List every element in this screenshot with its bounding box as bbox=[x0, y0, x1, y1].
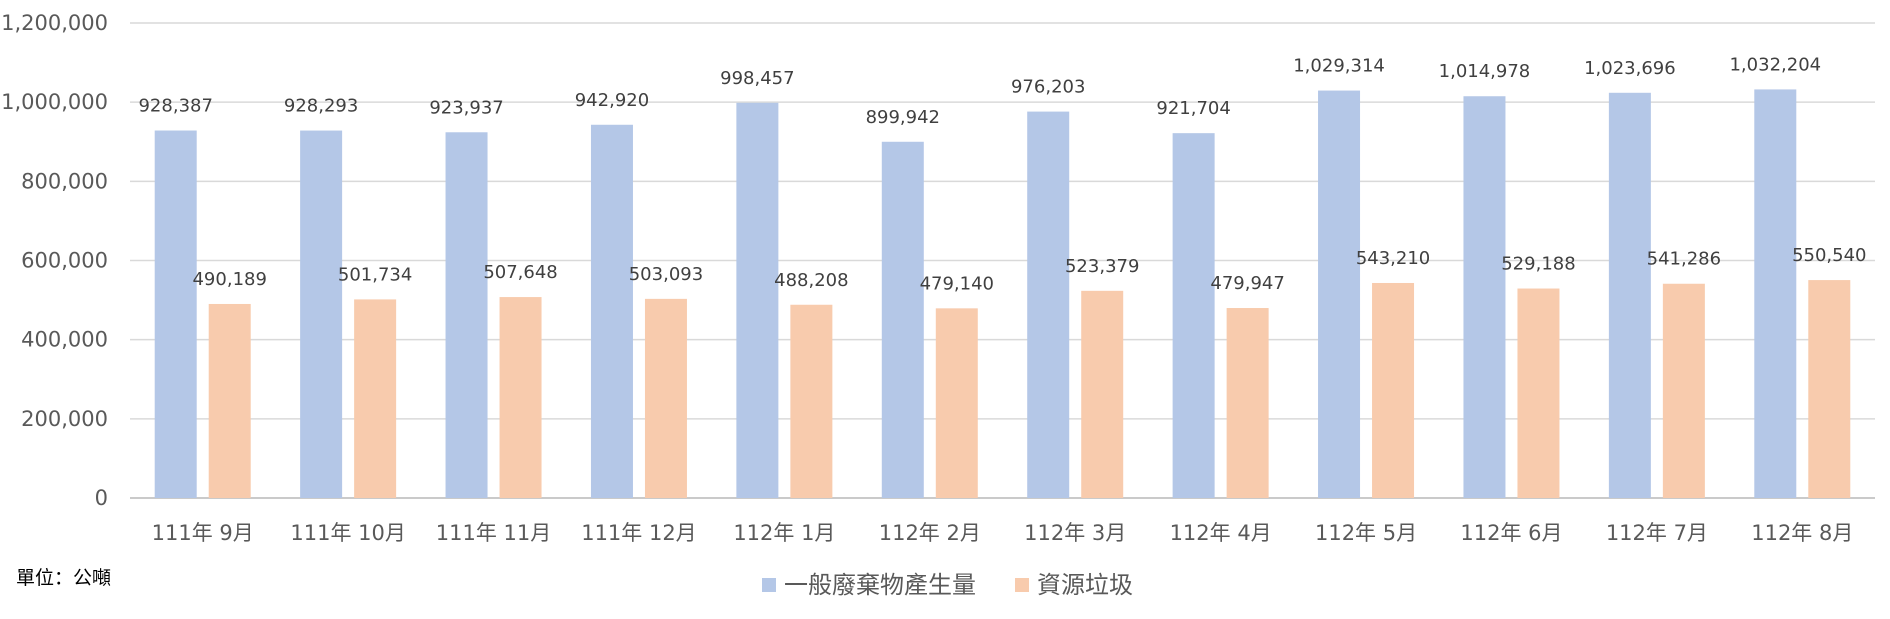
bar-recyclables bbox=[1372, 282, 1415, 498]
bar-waste-generated bbox=[1172, 133, 1215, 499]
bar-recyclables bbox=[1081, 290, 1124, 498]
bar-recyclables bbox=[1517, 288, 1560, 498]
data-label: 1,029,314 bbox=[1293, 56, 1385, 77]
data-label: 921,704 bbox=[1156, 98, 1230, 119]
data-label: 928,293 bbox=[284, 96, 358, 117]
x-tick-label: 111年 11月 bbox=[436, 521, 551, 545]
y-tick-label: 1,000,000 bbox=[1, 90, 108, 114]
x-tick-label: 112年 7月 bbox=[1606, 521, 1708, 545]
legend-item: 資源垃圾 bbox=[1015, 571, 1133, 599]
bar-recyclables bbox=[208, 303, 251, 498]
x-tick-label: 111年 10月 bbox=[290, 521, 405, 545]
data-label: 503,093 bbox=[629, 264, 703, 285]
data-label: 1,014,978 bbox=[1439, 61, 1531, 82]
x-tick-label: 112年 3月 bbox=[1024, 521, 1126, 545]
data-label: 543,210 bbox=[1356, 248, 1430, 269]
x-tick-label: 112年 5月 bbox=[1315, 521, 1417, 545]
x-tick-label: 111年 9月 bbox=[152, 521, 254, 545]
legend-swatch bbox=[1015, 578, 1029, 592]
bar-recyclables bbox=[354, 299, 397, 498]
data-label: 523,379 bbox=[1065, 256, 1139, 277]
bar-recyclables bbox=[790, 304, 833, 498]
legend-item: 一般廢棄物產生量 bbox=[762, 571, 976, 599]
bar-waste-generated bbox=[1608, 92, 1651, 499]
unit-note: 單位：公噸 bbox=[16, 567, 111, 589]
data-label: 550,540 bbox=[1792, 245, 1866, 266]
y-axis-ticks: 0 200,000 400,000 600,000 800,000 1,000,000 1,… bbox=[1, 11, 108, 510]
bar-recyclables bbox=[1808, 280, 1851, 498]
bar-waste-generated bbox=[590, 124, 633, 498]
data-label: 998,457 bbox=[720, 68, 794, 89]
x-tick-label: 111年 12月 bbox=[581, 521, 696, 545]
y-tick-label: 200,000 bbox=[21, 407, 108, 431]
bar-recyclables bbox=[1662, 283, 1705, 498]
bars bbox=[154, 89, 1851, 499]
bar-recyclables bbox=[499, 297, 542, 498]
data-label: 488,208 bbox=[774, 270, 848, 291]
bar-waste-generated bbox=[1754, 89, 1797, 498]
x-tick-label: 112年 8月 bbox=[1751, 521, 1853, 545]
x-axis-categories: 111年 9月 111年 10月 111年 11月 111年 12月 112年 1月 11… bbox=[152, 521, 1854, 545]
y-tick-label: 800,000 bbox=[21, 169, 108, 193]
data-label: 479,947 bbox=[1210, 273, 1284, 294]
bar-waste-generated bbox=[154, 130, 197, 498]
legend-label: 資源垃圾 bbox=[1037, 571, 1133, 599]
data-label: 928,387 bbox=[138, 96, 212, 117]
bar-waste-generated bbox=[445, 132, 488, 498]
data-label: 1,032,204 bbox=[1729, 54, 1821, 75]
bar-recyclables bbox=[1226, 308, 1269, 498]
y-tick-label: 1,200,000 bbox=[1, 11, 108, 35]
legend-label: 一般廢棄物產生量 bbox=[784, 571, 976, 599]
bar-waste-generated bbox=[1463, 96, 1506, 498]
data-label: 490,189 bbox=[192, 269, 266, 290]
bar-waste-generated bbox=[1318, 90, 1361, 499]
y-tick-label: 400,000 bbox=[21, 328, 108, 352]
bar-waste-generated bbox=[1027, 111, 1070, 499]
x-tick-label: 112年 2月 bbox=[879, 521, 981, 545]
x-tick-label: 112年 1月 bbox=[733, 521, 835, 545]
bar-waste-generated bbox=[300, 130, 343, 498]
x-tick-label: 112年 4月 bbox=[1170, 521, 1272, 545]
gridlines bbox=[130, 22, 1875, 499]
bar-recyclables bbox=[935, 308, 978, 498]
data-label: 529,188 bbox=[1501, 254, 1575, 275]
data-label: 507,648 bbox=[483, 262, 557, 283]
legend: 一般廢棄物產生量 資源垃圾 bbox=[762, 571, 1133, 599]
x-tick-label: 112年 6月 bbox=[1460, 521, 1562, 545]
data-label: 976,203 bbox=[1011, 77, 1085, 98]
data-label: 501,734 bbox=[338, 264, 412, 285]
bar-waste-generated bbox=[881, 141, 924, 499]
legend-swatch bbox=[762, 578, 776, 592]
data-label: 942,920 bbox=[575, 90, 649, 111]
bar-recyclables bbox=[644, 298, 687, 498]
data-label: 541,286 bbox=[1647, 249, 1721, 270]
y-tick-label: 600,000 bbox=[21, 249, 108, 273]
bar-waste-generated bbox=[736, 102, 779, 498]
data-labels: 928,387 490,189 928,293 501,734 923,937 507,6… bbox=[138, 54, 1866, 294]
y-tick-label: 0 bbox=[95, 486, 108, 510]
data-label: 923,937 bbox=[429, 97, 503, 118]
data-label: 1,023,696 bbox=[1584, 58, 1676, 79]
data-label: 899,942 bbox=[866, 107, 940, 128]
data-label: 479,140 bbox=[920, 273, 994, 294]
